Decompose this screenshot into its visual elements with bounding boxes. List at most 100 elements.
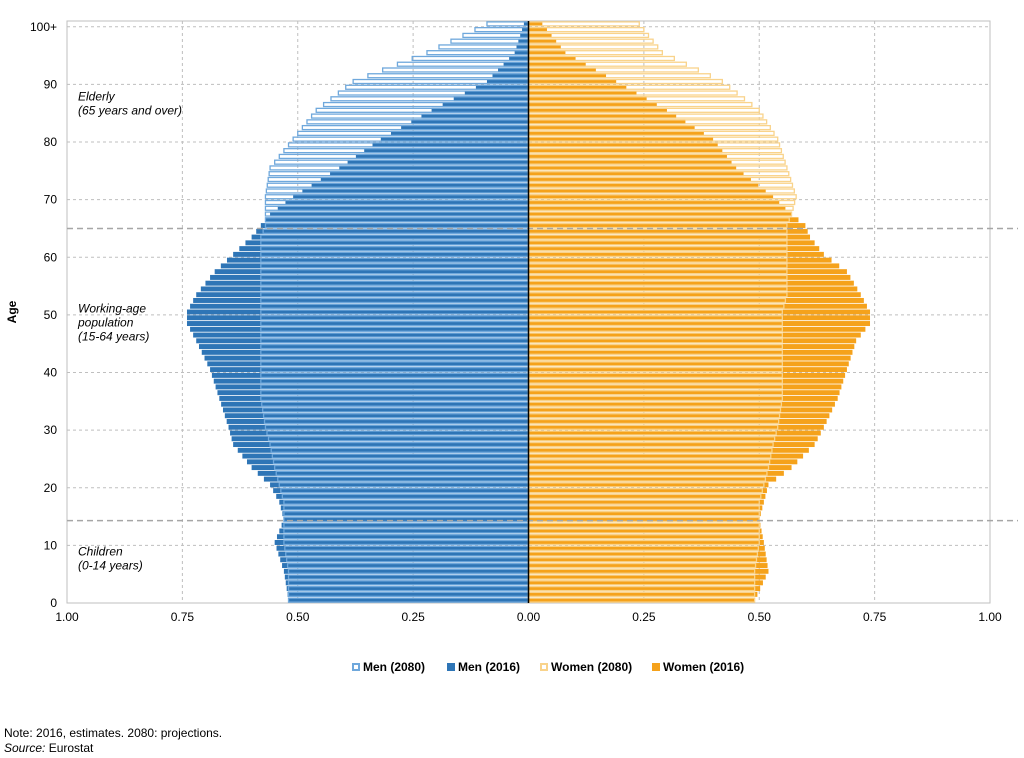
- source-label: Source:: [4, 741, 46, 755]
- bar-women-2016: [528, 597, 755, 603]
- bar-women-2016: [528, 465, 792, 471]
- bar-men-2016: [215, 384, 529, 390]
- bar-women-2016: [528, 223, 806, 229]
- bar-women-2016: [528, 355, 851, 361]
- bar-women-2016: [528, 148, 723, 154]
- bar-women-2016: [528, 38, 557, 44]
- bar-men-2016: [273, 488, 529, 494]
- legend-swatch-women-2016: [652, 663, 660, 671]
- bar-men-2016: [198, 344, 529, 350]
- bar-men-2016: [220, 263, 529, 269]
- bar-women-2016: [528, 102, 657, 108]
- age-group-annotation: Elderly: [78, 89, 116, 103]
- bar-women-2016: [528, 401, 835, 407]
- y-tick-label: 80: [44, 135, 58, 149]
- bar-men-2016: [270, 211, 529, 217]
- bar-men-2016: [281, 522, 529, 528]
- bar-women-2016: [528, 516, 760, 522]
- y-tick-label: 0: [50, 596, 57, 610]
- y-tick-label: 70: [44, 193, 58, 207]
- y-tick-label: 100+: [30, 20, 57, 34]
- legend-label: Women (2016): [663, 660, 745, 674]
- bar-men-2016: [520, 32, 529, 38]
- bar-women-2016: [528, 205, 786, 211]
- bar-women-2016: [528, 130, 704, 136]
- bar-men-2016: [486, 79, 529, 84]
- bar-women-2016: [528, 361, 849, 367]
- bar-men-2016: [222, 407, 529, 413]
- bar-men-2016: [285, 200, 529, 205]
- bar-men-2016: [224, 413, 529, 419]
- bar-men-2016: [492, 73, 529, 79]
- age-group-annotation: Working-age: [78, 301, 146, 315]
- bar-men-2016: [226, 419, 529, 424]
- bar-men-2016: [279, 528, 529, 534]
- legend-item-women-2080: Women (2080): [540, 660, 632, 674]
- age-group-annotation: Children: [78, 545, 123, 559]
- bar-women-2016: [528, 246, 820, 252]
- bar-men-2016: [213, 378, 529, 384]
- x-tick-label: 1.00: [978, 610, 1002, 624]
- bar-women-2016: [528, 574, 766, 580]
- bar-women-2016: [528, 21, 543, 27]
- bar-women-2016: [528, 505, 763, 511]
- bar-men-2016: [523, 21, 529, 27]
- bar-men-2016: [284, 574, 529, 580]
- bar-women-2016: [528, 390, 840, 396]
- bar-men-2016: [196, 338, 529, 344]
- bar-men-2016: [214, 269, 529, 275]
- bar-women-2016: [528, 315, 871, 321]
- bar-women-2016: [528, 568, 769, 574]
- bar-women-2016: [528, 332, 861, 338]
- bar-women-2016: [528, 142, 718, 148]
- legend-item-men-2080: Men (2080): [352, 660, 425, 674]
- bar-women-2016: [528, 326, 866, 332]
- x-tick-label: 0.75: [171, 610, 195, 624]
- y-tick-label: 20: [44, 481, 58, 495]
- y-tick-label: 50: [44, 308, 58, 322]
- bar-men-2016: [518, 38, 529, 44]
- bar-women-2016: [528, 165, 737, 171]
- bar-men-2016: [347, 159, 529, 165]
- bar-women-2016: [528, 407, 833, 413]
- bar-men-2016: [233, 442, 529, 448]
- bar-women-2016: [528, 419, 827, 424]
- bar-women-2016: [528, 286, 858, 292]
- bar-women-2016: [528, 292, 861, 298]
- bar-men-2016: [219, 395, 529, 401]
- y-tick-label: 40: [44, 366, 58, 380]
- bar-men-2016: [380, 136, 529, 142]
- bar-men-2016: [442, 102, 529, 108]
- bar-women-2016: [528, 470, 784, 476]
- age-group-annotation: (0-14 years): [78, 559, 143, 573]
- bar-women-2016: [528, 349, 853, 355]
- bar-women-2016: [528, 55, 576, 61]
- bar-women-2016: [528, 303, 867, 309]
- x-tick-label: 0.50: [748, 610, 772, 624]
- bar-men-2016: [207, 361, 529, 367]
- bar-men-2016: [364, 148, 529, 154]
- bar-women-2016: [528, 511, 761, 517]
- bar-men-2016: [196, 292, 529, 298]
- bar-men-2016: [287, 591, 529, 597]
- y-tick-label: 10: [44, 538, 58, 552]
- bar-men-2016: [286, 586, 529, 592]
- bar-women-2016: [528, 194, 774, 200]
- bar-women-2016: [528, 586, 761, 592]
- age-group-annotation: population: [77, 315, 134, 329]
- bar-women-2016: [528, 372, 846, 378]
- bar-men-2016: [514, 50, 529, 56]
- bar-men-2016: [498, 67, 529, 73]
- bar-men-2016: [282, 563, 529, 569]
- bar-women-2016: [528, 580, 763, 586]
- bar-women-2016: [528, 430, 821, 436]
- bar-men-2016: [263, 476, 529, 482]
- bar-men-2016: [276, 545, 529, 551]
- y-tick-label: 60: [44, 250, 58, 264]
- bar-women-2016: [528, 73, 607, 79]
- bar-women-2016: [528, 251, 824, 257]
- bar-men-2016: [453, 96, 529, 102]
- bar-women-2016: [528, 493, 766, 499]
- bar-men-2016: [237, 447, 529, 453]
- bar-women-2016: [528, 176, 751, 182]
